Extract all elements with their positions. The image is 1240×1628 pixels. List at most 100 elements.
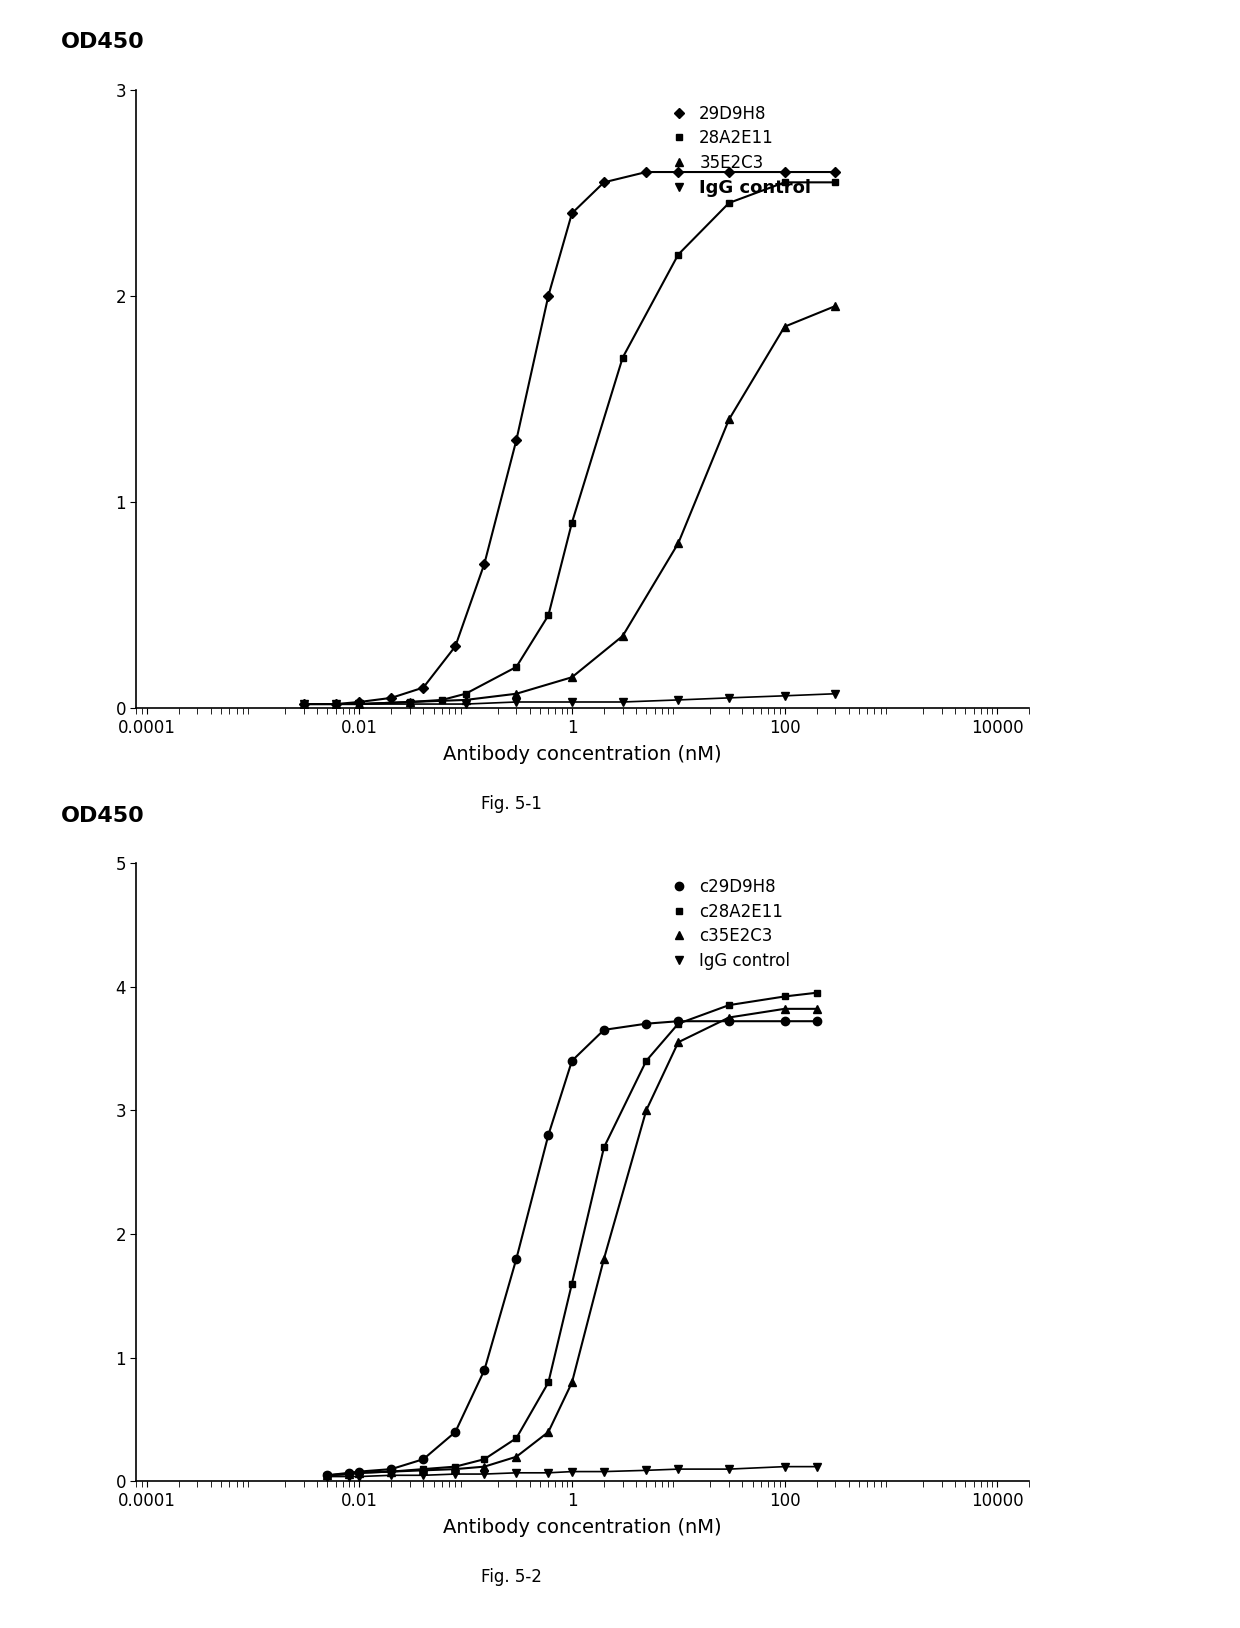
29D9H8 bbox=[541, 287, 556, 306]
35E2C3 bbox=[352, 694, 367, 713]
c29D9H8 bbox=[596, 1021, 611, 1040]
Line: 28A2E11: 28A2E11 bbox=[300, 179, 838, 708]
Line: c35E2C3: c35E2C3 bbox=[324, 1004, 821, 1480]
c28A2E11 bbox=[415, 1459, 430, 1478]
29D9H8 bbox=[448, 637, 463, 656]
c29D9H8 bbox=[671, 1011, 686, 1031]
IgG control bbox=[352, 1467, 367, 1486]
IgG control bbox=[459, 694, 474, 713]
28A2E11 bbox=[777, 173, 792, 192]
29D9H8 bbox=[564, 204, 579, 223]
Line: c29D9H8: c29D9H8 bbox=[324, 1018, 821, 1480]
c35E2C3 bbox=[722, 1008, 737, 1027]
c29D9H8 bbox=[341, 1464, 356, 1483]
35E2C3 bbox=[777, 317, 792, 337]
c35E2C3 bbox=[341, 1464, 356, 1483]
28A2E11 bbox=[434, 690, 449, 710]
28A2E11 bbox=[541, 606, 556, 625]
IgG control bbox=[722, 689, 737, 708]
29D9H8 bbox=[722, 163, 737, 182]
29D9H8 bbox=[508, 430, 523, 449]
Legend: 29D9H8, 28A2E11, 35E2C3, IgG control: 29D9H8, 28A2E11, 35E2C3, IgG control bbox=[662, 98, 818, 204]
IgG control bbox=[352, 694, 367, 713]
35E2C3 bbox=[403, 692, 418, 711]
35E2C3 bbox=[508, 684, 523, 703]
29D9H8 bbox=[671, 163, 686, 182]
29D9H8 bbox=[477, 554, 492, 573]
IgG control bbox=[596, 1462, 611, 1481]
c29D9H8 bbox=[564, 1052, 579, 1071]
c29D9H8 bbox=[448, 1423, 463, 1442]
IgG control bbox=[296, 694, 311, 713]
IgG control bbox=[722, 1459, 737, 1478]
IgG control bbox=[477, 1464, 492, 1483]
c29D9H8 bbox=[508, 1249, 523, 1268]
IgG control bbox=[777, 685, 792, 705]
IgG control bbox=[508, 692, 523, 711]
c35E2C3 bbox=[320, 1465, 335, 1485]
35E2C3 bbox=[828, 296, 843, 316]
29D9H8 bbox=[777, 163, 792, 182]
c35E2C3 bbox=[596, 1249, 611, 1268]
IgG control bbox=[671, 690, 686, 710]
c28A2E11 bbox=[341, 1464, 356, 1483]
28A2E11 bbox=[403, 692, 418, 711]
Legend: c29D9H8, c28A2E11, c35E2C3, IgG control: c29D9H8, c28A2E11, c35E2C3, IgG control bbox=[662, 871, 797, 977]
c28A2E11 bbox=[477, 1449, 492, 1468]
c35E2C3 bbox=[352, 1464, 367, 1483]
c29D9H8 bbox=[384, 1459, 399, 1478]
IgG control bbox=[403, 694, 418, 713]
Line: c28A2E11: c28A2E11 bbox=[324, 990, 820, 1478]
IgG control bbox=[828, 684, 843, 703]
c29D9H8 bbox=[541, 1125, 556, 1144]
IgG control bbox=[329, 694, 343, 713]
Text: Fig. 5-2: Fig. 5-2 bbox=[481, 1568, 542, 1586]
c35E2C3 bbox=[564, 1372, 579, 1392]
35E2C3 bbox=[564, 667, 579, 687]
28A2E11 bbox=[296, 694, 311, 713]
c35E2C3 bbox=[671, 1032, 686, 1052]
c35E2C3 bbox=[508, 1447, 523, 1467]
28A2E11 bbox=[508, 658, 523, 677]
35E2C3 bbox=[615, 627, 630, 646]
c35E2C3 bbox=[541, 1423, 556, 1442]
c28A2E11 bbox=[639, 1052, 653, 1071]
X-axis label: Antibody concentration (nM): Antibody concentration (nM) bbox=[444, 1519, 722, 1537]
c35E2C3 bbox=[384, 1462, 399, 1481]
IgG control bbox=[341, 1467, 356, 1486]
c35E2C3 bbox=[777, 1000, 792, 1019]
c35E2C3 bbox=[415, 1460, 430, 1480]
Line: 29D9H8: 29D9H8 bbox=[300, 169, 838, 708]
c28A2E11 bbox=[448, 1457, 463, 1477]
c28A2E11 bbox=[320, 1465, 335, 1485]
IgG control bbox=[671, 1459, 686, 1478]
Line: IgG control: IgG control bbox=[324, 1462, 821, 1481]
c35E2C3 bbox=[639, 1101, 653, 1120]
35E2C3 bbox=[296, 694, 311, 713]
29D9H8 bbox=[296, 694, 311, 713]
29D9H8 bbox=[828, 163, 843, 182]
IgG control bbox=[508, 1464, 523, 1483]
c35E2C3 bbox=[448, 1459, 463, 1478]
IgG control bbox=[384, 1465, 399, 1485]
28A2E11 bbox=[722, 194, 737, 213]
Line: 35E2C3: 35E2C3 bbox=[300, 301, 839, 708]
Text: OD450: OD450 bbox=[61, 33, 144, 52]
Line: IgG control: IgG control bbox=[300, 690, 839, 708]
IgG control bbox=[777, 1457, 792, 1477]
c29D9H8 bbox=[477, 1361, 492, 1381]
c28A2E11 bbox=[671, 1014, 686, 1034]
c35E2C3 bbox=[810, 1000, 825, 1019]
35E2C3 bbox=[329, 694, 343, 713]
IgG control bbox=[639, 1460, 653, 1480]
c28A2E11 bbox=[352, 1464, 367, 1483]
28A2E11 bbox=[352, 694, 367, 713]
29D9H8 bbox=[384, 689, 399, 708]
c29D9H8 bbox=[352, 1462, 367, 1481]
29D9H8 bbox=[415, 677, 430, 697]
35E2C3 bbox=[722, 410, 737, 430]
c28A2E11 bbox=[564, 1273, 579, 1293]
IgG control bbox=[564, 692, 579, 711]
c35E2C3 bbox=[477, 1457, 492, 1477]
c29D9H8 bbox=[722, 1011, 737, 1031]
